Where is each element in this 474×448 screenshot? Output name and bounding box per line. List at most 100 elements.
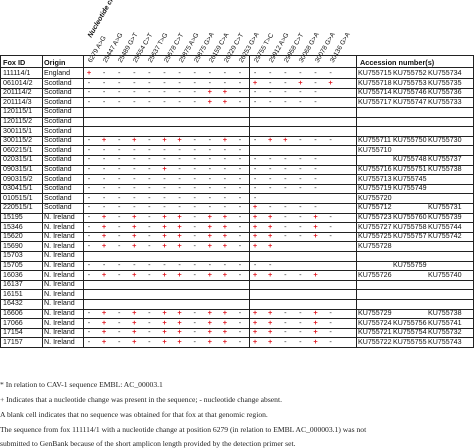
change-present-mark: +: [204, 213, 216, 222]
accession-cell: KU755750: [393, 136, 427, 145]
change-absent-mark: -: [174, 98, 186, 107]
origin-cell: Scotland: [44, 98, 72, 107]
change-present-mark: +: [219, 136, 231, 145]
bottom-rule: [0, 347, 474, 348]
origin-cell: Scotland: [44, 146, 72, 155]
accession-cell: KU755760: [393, 213, 427, 222]
header-origin: Origin: [44, 58, 66, 67]
change-absent-mark: -: [249, 175, 261, 184]
change-present-mark: +: [249, 232, 261, 241]
accession-cell: KU755748: [393, 155, 427, 164]
change-absent-mark: -: [113, 184, 125, 193]
change-absent-mark: -: [143, 79, 155, 88]
accession-cell: KU755722: [358, 338, 392, 347]
change-absent-mark: -: [189, 146, 201, 155]
origin-cell: N. Ireland: [44, 280, 75, 289]
origin-cell: Scotland: [44, 155, 72, 164]
accession-cell: KU755738: [428, 309, 462, 318]
accession-cell: KU755729: [358, 309, 392, 318]
change-absent-mark: -: [83, 319, 95, 328]
change-absent-mark: -: [294, 175, 306, 184]
accession-cell: KU755725: [358, 232, 392, 241]
change-present-mark: +: [159, 165, 171, 174]
header-fox-id: Fox ID: [3, 58, 25, 67]
origin-cell: England: [44, 69, 70, 78]
accession-cell: KU755735: [428, 79, 462, 88]
change-present-mark: +: [219, 319, 231, 328]
change-absent-mark: -: [143, 98, 155, 107]
change-absent-mark: -: [310, 79, 322, 88]
change-absent-mark: -: [204, 165, 216, 174]
change-absent-mark: -: [234, 223, 246, 232]
fox-id-cell: 15705: [3, 261, 23, 270]
change-present-mark: +: [174, 136, 186, 145]
change-absent-mark: -: [98, 155, 110, 164]
change-absent-mark: -: [219, 146, 231, 155]
origin-cell: N. Ireland: [44, 338, 75, 347]
change-absent-mark: -: [294, 213, 306, 222]
change-absent-mark: -: [83, 155, 95, 164]
change-absent-mark: -: [98, 69, 110, 78]
footnote-3: A blank cell indicates that no sequence …: [0, 410, 268, 419]
accession-cell: KU755757: [393, 232, 427, 241]
change-absent-mark: -: [174, 155, 186, 164]
change-absent-mark: -: [83, 146, 95, 155]
change-absent-mark: -: [128, 79, 140, 88]
accession-cell: KU755749: [393, 184, 427, 193]
change-absent-mark: -: [83, 79, 95, 88]
change-absent-mark: -: [279, 271, 291, 280]
change-absent-mark: -: [325, 328, 337, 337]
change-absent-mark: -: [310, 155, 322, 164]
change-absent-mark: -: [189, 194, 201, 203]
change-absent-mark: -: [143, 242, 155, 251]
change-absent-mark: -: [219, 165, 231, 174]
change-absent-mark: -: [234, 213, 246, 222]
change-absent-mark: -: [128, 261, 140, 270]
change-absent-mark: -: [83, 213, 95, 222]
change-absent-mark: -: [189, 165, 201, 174]
change-present-mark: +: [159, 223, 171, 232]
change-absent-mark: -: [219, 175, 231, 184]
change-absent-mark: -: [113, 328, 125, 337]
change-absent-mark: -: [98, 175, 110, 184]
change-present-mark: +: [98, 319, 110, 328]
change-absent-mark: -: [264, 155, 276, 164]
fox-id-cell: 111114/1: [3, 69, 30, 78]
change-present-mark: +: [219, 242, 231, 251]
change-absent-mark: -: [294, 338, 306, 347]
change-absent-mark: -: [234, 136, 246, 145]
change-absent-mark: -: [249, 69, 261, 78]
accession-cell: KU755721: [358, 328, 392, 337]
change-present-mark: +: [98, 213, 110, 222]
change-absent-mark: -: [204, 79, 216, 88]
accession-cell: KU755742: [428, 232, 462, 241]
accession-cell: KU755739: [428, 213, 462, 222]
header-accession: Accession number(s): [360, 58, 434, 67]
accession-cell: KU755740: [428, 271, 462, 280]
change-absent-mark: -: [264, 88, 276, 97]
change-absent-mark: -: [264, 79, 276, 88]
change-absent-mark: -: [294, 155, 306, 164]
change-absent-mark: -: [128, 98, 140, 107]
origin-cell: Scotland: [44, 194, 72, 203]
change-absent-mark: -: [113, 232, 125, 241]
change-absent-mark: -: [249, 165, 261, 174]
change-absent-mark: -: [249, 194, 261, 203]
change-absent-mark: -: [143, 136, 155, 145]
change-absent-mark: -: [234, 338, 246, 347]
change-absent-mark: -: [264, 165, 276, 174]
change-absent-mark: -: [143, 261, 155, 270]
change-absent-mark: -: [234, 194, 246, 203]
accession-cell: KU755714: [358, 88, 392, 97]
change-absent-mark: -: [234, 175, 246, 184]
accession-cell: KU755751: [393, 165, 427, 174]
change-absent-mark: -: [234, 155, 246, 164]
accession-cell: KU755746: [393, 88, 427, 97]
origin-cell: N. Ireland: [44, 271, 75, 280]
change-present-mark: +: [249, 319, 261, 328]
change-present-mark: +: [204, 98, 216, 107]
fox-id-cell: 061014/2: [3, 79, 33, 88]
accession-cell: KU755715: [358, 69, 392, 78]
change-present-mark: +: [159, 309, 171, 318]
col-rule: [0, 55, 1, 347]
